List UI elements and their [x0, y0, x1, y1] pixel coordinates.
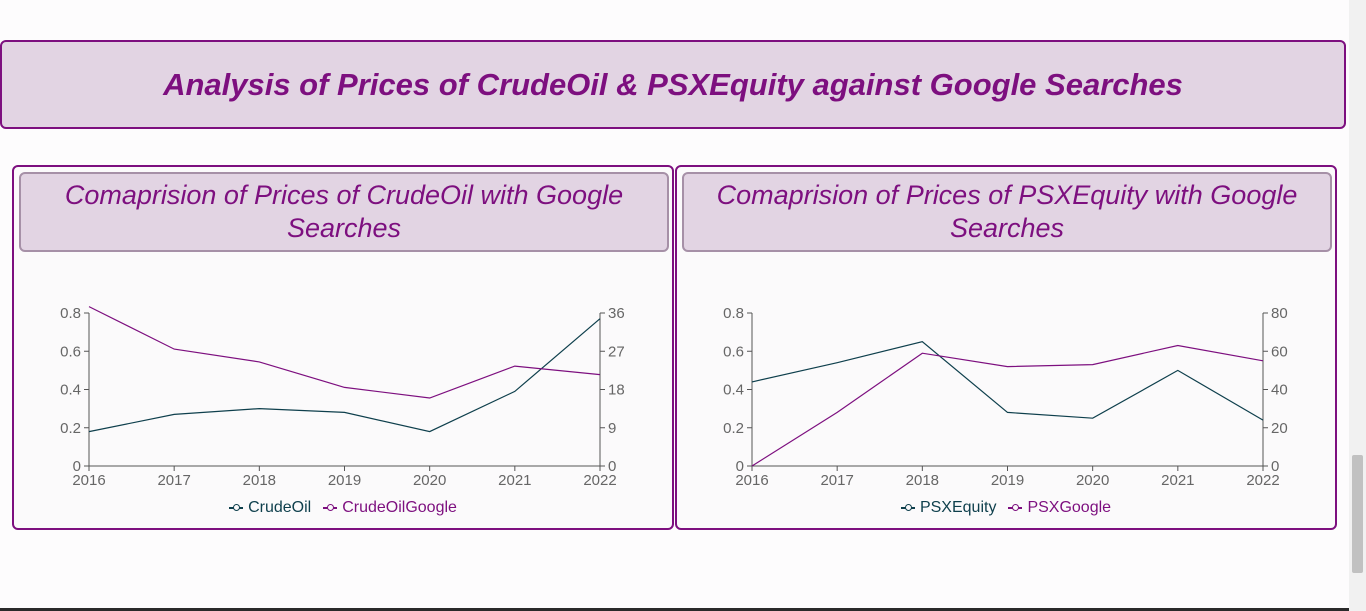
- x-tick-label: 2019: [991, 472, 1024, 489]
- y-right-tick-label: 9: [608, 420, 616, 437]
- legend-label: CrudeOilGoogle: [342, 499, 457, 516]
- vertical-scrollbar[interactable]: [1349, 0, 1366, 611]
- x-tick-label: 2017: [820, 472, 853, 489]
- y-right-tick-label: 0: [608, 458, 616, 475]
- legend-item-crudeoilgoogle[interactable]: CrudeOilGoogle: [323, 499, 457, 517]
- y-left-tick-label: 0.2: [60, 420, 81, 437]
- x-tick-label: 2016: [72, 472, 105, 489]
- page-title: Analysis of Prices of CrudeOil & PSXEqui…: [163, 66, 1183, 102]
- crudeoil-chart-title: Comaprision of Prices of CrudeOil with G…: [64, 180, 624, 243]
- legend-marker-icon: [229, 504, 244, 512]
- x-tick-label: 2022: [583, 472, 616, 489]
- legend-label: PSXEquity: [919, 499, 997, 516]
- y-left-tick-label: 0.8: [60, 305, 81, 322]
- x-tick-label: 2018: [243, 472, 276, 489]
- psxequity-chart-title-box: Comaprision of Prices of PSXEquity with …: [682, 172, 1332, 252]
- x-tick-label: 2016: [735, 472, 768, 489]
- series-line-crudeoilgoogle: [88, 306, 601, 399]
- psxequity-chart-panel: Comaprision of Prices of PSXEquity with …: [675, 165, 1337, 530]
- y-right-tick-label: 18: [608, 382, 625, 399]
- legend-item-psxequity[interactable]: PSXEquity: [900, 499, 997, 517]
- y-left-tick-label: 0.4: [60, 382, 81, 399]
- legend-item-crudeoil[interactable]: CrudeOil: [229, 499, 311, 517]
- x-tick-label: 2021: [1161, 472, 1194, 489]
- series-line-psxgoogle: [751, 344, 1264, 467]
- x-tick-label: 2020: [413, 472, 446, 489]
- legend-marker-icon: [1008, 504, 1023, 512]
- y-left-tick-label: 0.2: [723, 420, 744, 437]
- y-right-tick-label: 80: [1271, 305, 1288, 322]
- scrollbar-thumb[interactable]: [1352, 455, 1363, 573]
- x-tick-label: 2017: [157, 472, 190, 489]
- legend-label: PSXGoogle: [1027, 499, 1112, 516]
- psxequity-line-chart: 0 0.2 0.4 0.6 0.8 0 20 40 60 80 2016 2017 2018 2019 20…: [723, 305, 1288, 489]
- y-left-tick-label: 0.6: [60, 343, 81, 360]
- x-tick-label: 2020: [1076, 472, 1109, 489]
- y-right-tick-label: 60: [1271, 343, 1288, 360]
- series-line-crudeoil: [88, 318, 601, 433]
- legend-label: CrudeOil: [248, 499, 312, 516]
- legend-marker-icon: [323, 504, 338, 512]
- y-left-tick-label: 0.8: [723, 305, 744, 322]
- series-line-psxequity: [751, 341, 1264, 421]
- legend-item-psxgoogle[interactable]: PSXGoogle: [1008, 499, 1111, 517]
- y-right-tick-label: 40: [1271, 382, 1288, 399]
- y-left-tick-label: 0.6: [723, 343, 744, 360]
- y-left-tick-label: 0: [736, 458, 744, 475]
- crudeoil-chart-title-box: Comaprision of Prices of CrudeOil with G…: [19, 172, 669, 252]
- page-header-banner: Analysis of Prices of CrudeOil & PSXEqui…: [0, 40, 1346, 129]
- crudeoil-line-chart: 0 0.2 0.4 0.6 0.8 0 9 18 27 36 2016 2017 2018 2019 202…: [60, 305, 625, 489]
- crudeoil-chart-panel: Comaprision of Prices of CrudeOil with G…: [12, 165, 674, 530]
- x-tick-label: 2022: [1246, 472, 1279, 489]
- y-right-tick-label: 0: [1271, 458, 1279, 475]
- legend-marker-icon: [900, 504, 915, 512]
- bottom-divider: [0, 608, 1349, 611]
- psxequity-chart-legend[interactable]: PSXEquity PSXGoogle: [677, 499, 1335, 517]
- y-right-tick-label: 36: [608, 305, 625, 322]
- y-left-tick-label: 0: [73, 458, 81, 475]
- y-left-tick-label: 0.4: [723, 382, 744, 399]
- x-tick-label: 2021: [498, 472, 531, 489]
- crudeoil-chart-legend[interactable]: CrudeOil CrudeOilGoogle: [14, 499, 672, 517]
- x-tick-label: 2018: [906, 472, 939, 489]
- y-right-tick-label: 20: [1271, 420, 1288, 437]
- psxequity-chart-title: Comaprision of Prices of PSXEquity with …: [716, 180, 1298, 243]
- y-right-tick-label: 27: [608, 343, 625, 360]
- x-tick-label: 2019: [328, 472, 361, 489]
